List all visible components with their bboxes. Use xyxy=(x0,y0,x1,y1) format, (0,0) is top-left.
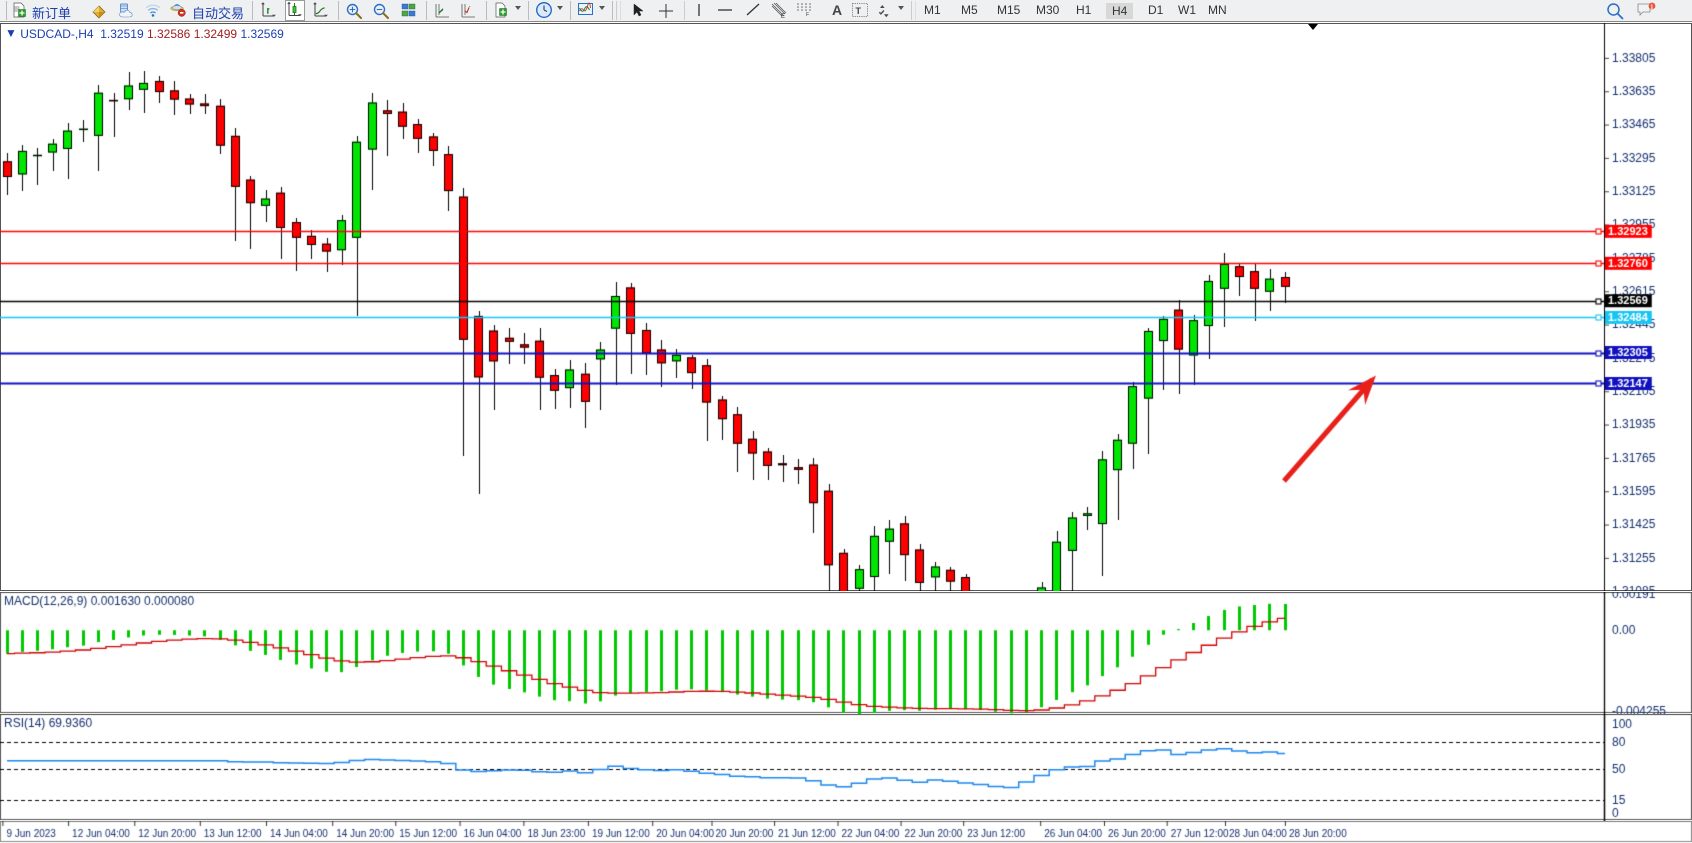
svg-text:F: F xyxy=(806,12,809,17)
svg-text:1: 1 xyxy=(1650,4,1653,10)
svg-text:E: E xyxy=(781,14,785,20)
svg-text:T: T xyxy=(856,6,862,16)
